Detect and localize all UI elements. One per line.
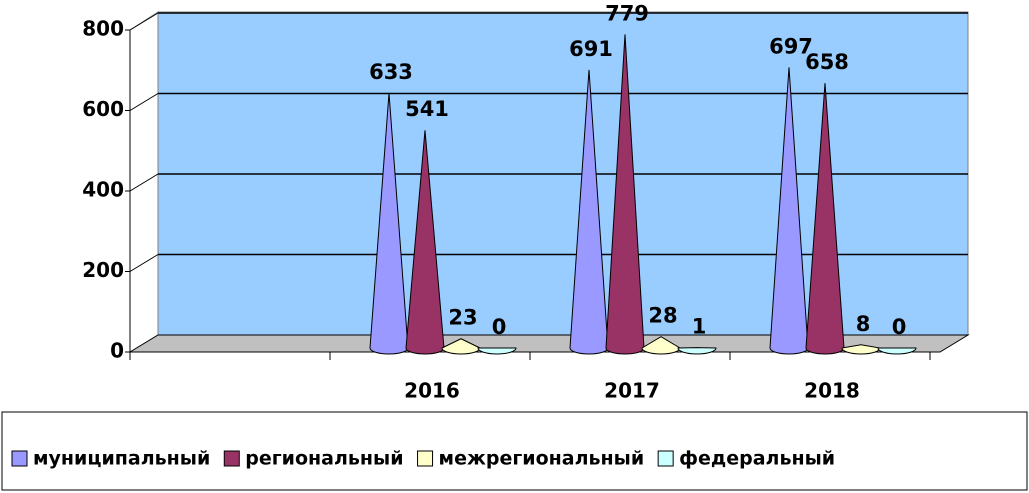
legend [1,411,1028,491]
data-label: 658 [805,50,849,74]
legend-label: межрегиональный [439,448,645,470]
legend-label: муниципальный [33,448,210,470]
data-label: 1 [692,315,707,339]
legend-label: региональный [245,448,403,470]
grid-line [129,12,159,31]
data-label: 541 [405,97,449,121]
y-tick-label: 200 [82,258,124,282]
y-tick-label: 0 [110,339,124,363]
y-tick-label: 400 [82,178,124,202]
data-label: 779 [605,1,649,25]
legend-swatch [417,450,434,467]
x-tick-label: 2018 [804,379,860,403]
cone [677,347,717,355]
data-label: 8 [856,312,871,336]
cone [477,347,517,355]
legend-swatch [657,450,674,467]
x-tick-label: 2016 [404,379,460,403]
legend-label: федеральный [679,448,835,470]
data-label: 633 [369,60,413,84]
data-label: 28 [648,304,677,328]
data-label: 23 [448,306,477,330]
data-label: 691 [569,37,613,61]
grid-line [129,254,159,272]
cone [877,347,917,355]
data-label: 0 [492,315,507,339]
data-label: 697 [769,34,813,58]
legend-swatch [223,450,240,467]
x-tick-label: 2017 [604,379,660,403]
data-label: 0 [892,315,907,339]
legend-swatch [11,450,28,467]
grid-line [129,93,159,111]
y-tick-label: 800 [82,17,124,41]
y-tick-label: 600 [82,97,124,121]
grid-line [129,173,159,192]
